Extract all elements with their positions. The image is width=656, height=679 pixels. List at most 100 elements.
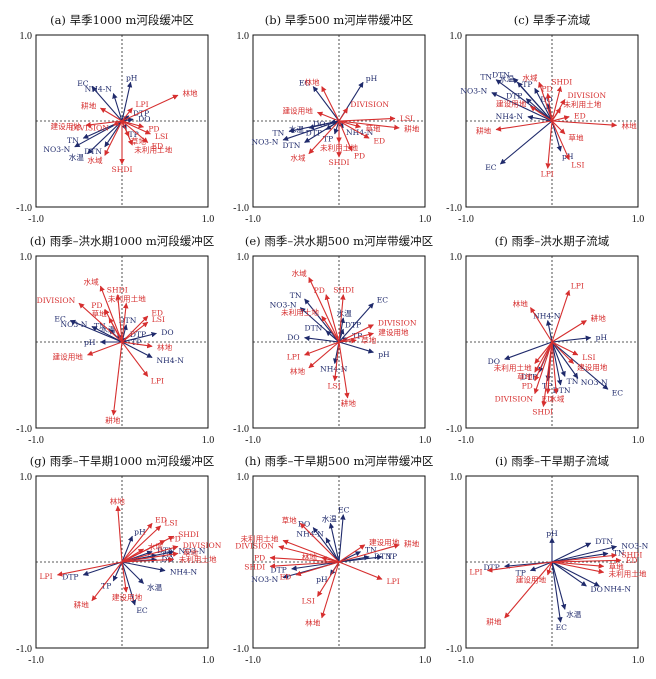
tick-label-x-right: 1.0	[202, 214, 215, 225]
vector-label: NH4-N	[320, 364, 348, 373]
vector-label: DTN	[283, 141, 301, 150]
panel-title: (e) 雨季–洪水期500 m河岸带缓冲区	[245, 234, 433, 248]
rda-panel: (d) 雨季–洪水期1000 m河段缓冲区 1.0 -1.0-1.0 1.0 ECNO3…	[16, 234, 214, 446]
vector-label: LSI	[302, 597, 315, 606]
vector-arrow-environment	[545, 120, 553, 169]
vector-arrow-species	[551, 341, 609, 390]
vector-label: DTN	[119, 316, 137, 325]
vector-arrow-environment	[338, 120, 353, 152]
vector-arrow-species	[87, 120, 123, 155]
vector-label: NO3-N	[251, 575, 278, 584]
vector-label: 林地	[110, 496, 126, 506]
vector-label: NO3-N	[581, 378, 608, 387]
vector-arrow-species	[328, 522, 340, 563]
vector-arrow-species	[121, 561, 166, 573]
vector-label: SHDI	[178, 530, 199, 539]
vector-arrow-environment	[91, 561, 123, 602]
vector-label: 耕地	[404, 538, 420, 548]
vector-arrow-environment	[546, 561, 553, 576]
tick-label-x-left: -1.0	[245, 655, 261, 666]
vector-label: 水域	[292, 268, 308, 278]
vector-label: TP	[387, 552, 397, 561]
vector-label: TN	[273, 128, 285, 137]
vector-label: DTN	[595, 537, 613, 546]
vector-arrow-species	[112, 92, 123, 122]
vector-label: ED	[155, 515, 167, 524]
tick-label-x-right: 1.0	[632, 435, 645, 446]
vector-label: DTP	[270, 566, 286, 575]
vector-label: 草地	[131, 136, 147, 146]
tick-label-x-left: -1.0	[28, 214, 44, 225]
vector-label: SHDI	[329, 158, 350, 167]
vector-label: DTN	[305, 324, 323, 333]
vector-label: DTN	[374, 552, 392, 561]
vector-label: EC	[485, 163, 497, 172]
vector-arrow-environment	[533, 341, 553, 395]
vector-arrow-species	[282, 120, 340, 141]
tick-label-y-bottom: -1.0	[16, 644, 32, 655]
vector-arrow-environment	[121, 120, 149, 143]
vector-arrow-environment	[338, 120, 362, 129]
vector-label: LPI	[541, 169, 554, 178]
vector-arrow-environment	[321, 315, 340, 343]
vector-arrow-species	[312, 86, 340, 122]
panel-title: (b) 旱季500 m河岸带缓冲区	[265, 13, 414, 27]
vector-label: NO3-N	[43, 145, 70, 154]
vector-arrow-environment	[551, 561, 605, 569]
vector-label: 草地	[361, 335, 377, 345]
tick-label-x-right: 1.0	[202, 435, 215, 446]
vector-label: 水域	[148, 542, 164, 552]
panel-title: (g) 雨季–干旱期1000 m河段缓冲区	[30, 454, 215, 468]
vector-arrow-environment	[338, 543, 400, 563]
vector-label: DTN	[492, 70, 510, 79]
vector-label: ED	[574, 111, 586, 120]
vector-label: NH4-N	[157, 356, 185, 365]
vector-arrow-environment	[332, 341, 340, 382]
vector-arrow-species	[527, 114, 553, 122]
vector-label: 草地	[365, 123, 381, 133]
vector-arrow-environment	[338, 324, 374, 343]
vector-label: LPI	[287, 353, 300, 362]
vector-arrow-environment	[121, 522, 153, 563]
tick-label-y-bottom: -1.0	[233, 644, 249, 655]
vector-arrow-environment	[121, 341, 153, 349]
vector-arrow-species	[333, 120, 340, 135]
panel-title: (a) 旱季1000 m河段缓冲区	[50, 13, 194, 27]
vector-label: 草地	[568, 132, 584, 142]
vector-label: NO3-N	[179, 547, 206, 556]
tick-label-y-bottom: -1.0	[233, 424, 249, 435]
vector-arrow-species	[338, 341, 374, 354]
vector-arrow-species	[551, 542, 592, 563]
tick-label-y-top: 1.0	[237, 31, 250, 42]
vector-label: LPI	[387, 577, 400, 586]
vector-arrow-environment	[495, 120, 553, 132]
vector-arrow-environment	[121, 120, 151, 135]
vector-arrow-species	[325, 537, 340, 563]
vector-arrow-environment	[115, 505, 123, 563]
vector-label: 林地	[621, 121, 637, 131]
tick-label-y-bottom: -1.0	[16, 424, 32, 435]
tick-label-y-top: 1.0	[20, 252, 33, 263]
vector-arrow-environment	[551, 115, 570, 122]
tick-label-y-top: 1.0	[20, 472, 33, 483]
vector-arrow-environment	[308, 277, 340, 343]
vector-arrow-species	[121, 341, 153, 358]
vector-label: LPI	[571, 282, 584, 291]
vector-label: LPI	[469, 567, 482, 576]
vector-label: NO3-N	[621, 541, 648, 550]
vector-label: ED	[541, 395, 553, 404]
vector-label: LSI	[571, 160, 584, 169]
vector-arrow-species	[308, 120, 340, 130]
vector-label: 林地	[305, 618, 321, 628]
vector-label: ED	[152, 142, 164, 151]
vector-label: ED	[280, 572, 292, 581]
panel-title: (f) 雨季–洪水期子流域	[495, 234, 610, 248]
vector-label: pH	[596, 333, 608, 342]
tick-label-x-right: 1.0	[419, 435, 432, 446]
vector-label: EC	[54, 315, 66, 324]
vector-arrow-environment	[282, 539, 340, 563]
vector-arrow-environment	[551, 107, 562, 122]
vector-arrow-species	[91, 86, 123, 122]
vector-label: 水域	[549, 394, 565, 404]
panel-title: (h) 雨季–干旱期500 m河岸带缓冲区	[245, 454, 434, 468]
